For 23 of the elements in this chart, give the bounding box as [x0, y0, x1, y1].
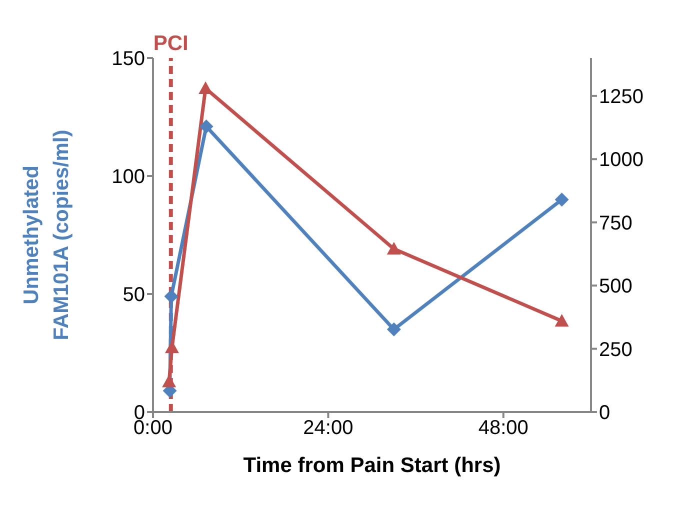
y2-tick-label: 0	[599, 402, 610, 424]
y-axis-title: Unmethylated FAM101A (copies/ml)	[20, 130, 73, 340]
point	[198, 81, 213, 94]
y-tick-label: 50	[122, 284, 145, 306]
y-tick-label: 100	[112, 166, 145, 188]
ref-line-label: PCI	[153, 32, 188, 55]
y2-tick-label: 750	[599, 212, 632, 234]
y2-tick-label: 250	[599, 338, 632, 361]
point	[199, 119, 214, 134]
y2-tick-label: 500	[599, 276, 632, 298]
point	[164, 340, 179, 354]
x-tick-label: 48:00	[478, 417, 528, 440]
point	[162, 374, 176, 388]
point	[386, 242, 401, 255]
point	[164, 289, 178, 304]
x-axis-title: Time from Pain Start (hrs)	[243, 454, 501, 477]
point	[386, 322, 401, 336]
point	[554, 192, 569, 207]
y2-tick-label: 1250	[599, 86, 644, 108]
point	[554, 314, 569, 327]
y2-tick-label: 1000	[599, 149, 644, 172]
x-tick-label: 24:00	[303, 417, 354, 440]
y-tick-label: 150	[112, 48, 145, 70]
